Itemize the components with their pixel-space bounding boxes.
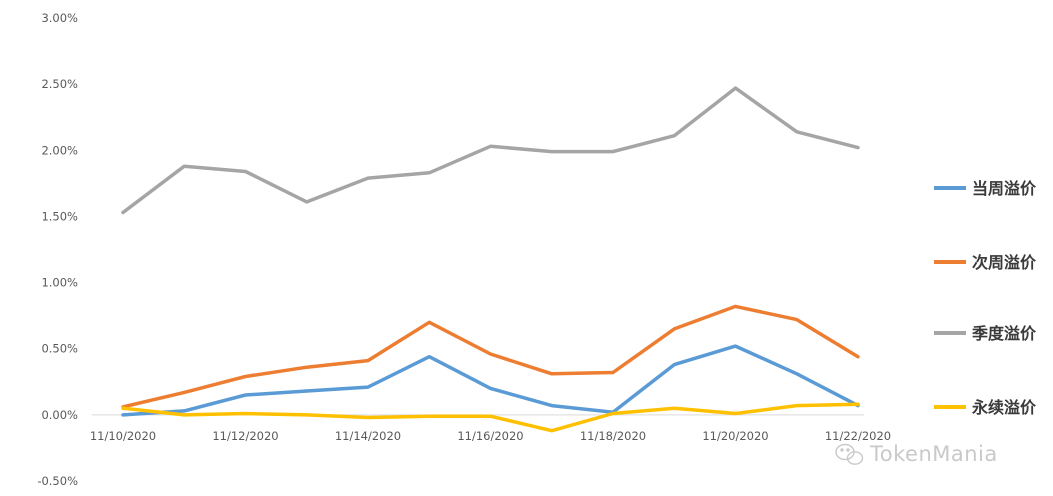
watermark-text: TokenMania — [869, 442, 998, 466]
x-tick-label: 11/18/2020 — [580, 429, 646, 443]
series-lines — [121, 86, 860, 433]
legend-label: 永续溢价 — [971, 398, 1037, 417]
y-tick-label: 0.00% — [41, 408, 78, 422]
y-tick-label: 1.00% — [41, 276, 78, 290]
x-tick-label: 11/10/2020 — [90, 429, 156, 443]
series-line-3 — [121, 86, 860, 215]
wechat-icon — [835, 443, 864, 465]
series-line-4 — [121, 402, 860, 433]
y-tick-label: -0.50% — [37, 474, 78, 488]
y-tick-label: 3.00% — [41, 11, 78, 25]
series-line-1 — [121, 344, 860, 417]
x-tick-label: 11/20/2020 — [702, 429, 768, 443]
y-tick-label: 2.50% — [41, 77, 78, 91]
legend-label: 当周溢价 — [972, 179, 1037, 198]
watermark: TokenMania — [835, 442, 998, 466]
x-tick-label: 11/22/2020 — [825, 429, 891, 443]
series-line-2 — [121, 304, 860, 409]
y-tick-label: 1.50% — [41, 209, 78, 223]
y-tick-label: 0.50% — [41, 342, 78, 356]
y-tick-label: 2.00% — [41, 143, 78, 157]
x-axis-tick-labels: 11/10/2020 11/12/2020 11/14/2020 11/16/2020… — [90, 429, 891, 443]
x-tick-label: 11/14/2020 — [335, 429, 401, 443]
y-axis-tick-labels: 3.00% 2.50% 2.00% 1.50% 1.00% 0.50% 0.00% -0.50… — [37, 11, 78, 488]
x-tick-label: 11/16/2020 — [457, 429, 523, 443]
legend-label: 季度溢价 — [971, 324, 1037, 343]
legend-label: 次周溢价 — [972, 253, 1037, 272]
x-tick-label: 11/12/2020 — [212, 429, 278, 443]
